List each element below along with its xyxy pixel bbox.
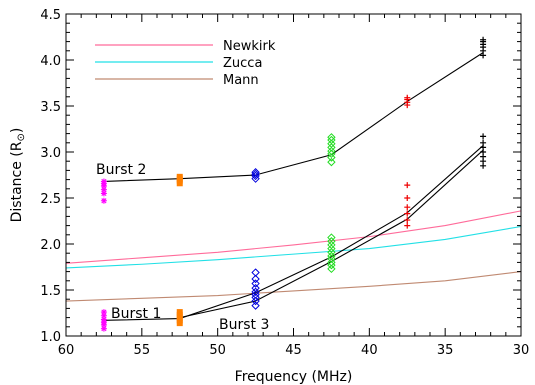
legend-label: Mann <box>223 73 259 88</box>
x-tick-label: 50 <box>209 343 226 358</box>
data-point <box>177 174 183 180</box>
y-tick-label: 4.5 <box>40 8 61 23</box>
burst-annotations: Burst 2 Burst 1 Burst 3 <box>96 162 269 333</box>
data-point <box>252 302 259 309</box>
x-axis-title: Frequency (MHz) <box>235 369 353 385</box>
y-tick-label: 3.5 <box>40 100 61 115</box>
data-point <box>101 198 107 204</box>
burst-label: Burst 2 <box>96 162 146 178</box>
y-tick-label: 2.5 <box>40 192 61 207</box>
data-points <box>101 37 486 332</box>
model-curves <box>66 211 521 301</box>
x-tick-label: 45 <box>285 343 302 358</box>
burst-line <box>104 146 483 321</box>
data-point <box>404 204 410 210</box>
data-point <box>480 140 486 146</box>
legend: Newkirk Zucca Mann <box>95 39 276 88</box>
burst-line <box>104 53 483 182</box>
model-curve <box>66 211 521 263</box>
burst-label: Burst 3 <box>219 317 269 333</box>
x-tick-label: 30 <box>513 343 530 358</box>
model-curve <box>66 227 521 268</box>
y-tick-label: 4.0 <box>40 54 61 69</box>
data-point <box>101 178 107 184</box>
y-tick-label: 2.0 <box>40 238 61 253</box>
burst-lines <box>104 53 483 321</box>
data-point <box>328 159 335 166</box>
data-point <box>177 309 183 315</box>
x-tick-label: 60 <box>58 343 75 358</box>
y-tick-label: 3.0 <box>40 146 61 161</box>
legend-label: Zucca <box>223 56 262 71</box>
x-tick-label: 55 <box>134 343 151 358</box>
y-axis-title: Distance (R⊙) <box>9 128 27 223</box>
data-point <box>101 309 107 315</box>
data-point <box>404 223 410 229</box>
y-tick-label: 1.0 <box>40 330 61 345</box>
data-point <box>480 133 486 139</box>
y-tick-label: 1.5 <box>40 284 61 299</box>
legend-label: Newkirk <box>223 39 276 54</box>
data-point <box>404 182 410 188</box>
burst-label: Burst 1 <box>111 306 161 322</box>
model-curve <box>66 272 521 301</box>
data-point <box>404 195 410 201</box>
data-point <box>252 280 259 287</box>
x-tick-label: 35 <box>437 343 454 358</box>
x-tick-label: 40 <box>361 343 378 358</box>
